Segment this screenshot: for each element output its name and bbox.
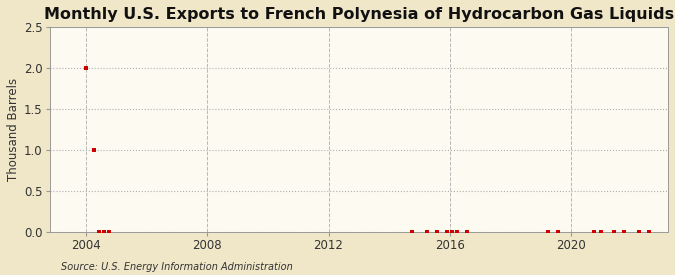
Point bbox=[88, 148, 99, 152]
Point bbox=[462, 229, 472, 234]
Point bbox=[442, 229, 453, 234]
Point bbox=[543, 229, 554, 234]
Point bbox=[103, 229, 114, 234]
Point bbox=[406, 229, 417, 234]
Point bbox=[619, 229, 630, 234]
Point bbox=[93, 229, 104, 234]
Point bbox=[553, 229, 564, 234]
Point bbox=[634, 229, 645, 234]
Point bbox=[589, 229, 599, 234]
Point bbox=[80, 66, 91, 70]
Point bbox=[422, 229, 433, 234]
Point bbox=[99, 229, 109, 234]
Point bbox=[447, 229, 458, 234]
Point bbox=[609, 229, 620, 234]
Point bbox=[432, 229, 443, 234]
Title: Monthly U.S. Exports to French Polynesia of Hydrocarbon Gas Liquids: Monthly U.S. Exports to French Polynesia… bbox=[44, 7, 674, 22]
Y-axis label: Thousand Barrels: Thousand Barrels bbox=[7, 78, 20, 181]
Point bbox=[596, 229, 607, 234]
Point bbox=[644, 229, 655, 234]
Text: Source: U.S. Energy Information Administration: Source: U.S. Energy Information Administ… bbox=[61, 262, 292, 272]
Point bbox=[452, 229, 463, 234]
